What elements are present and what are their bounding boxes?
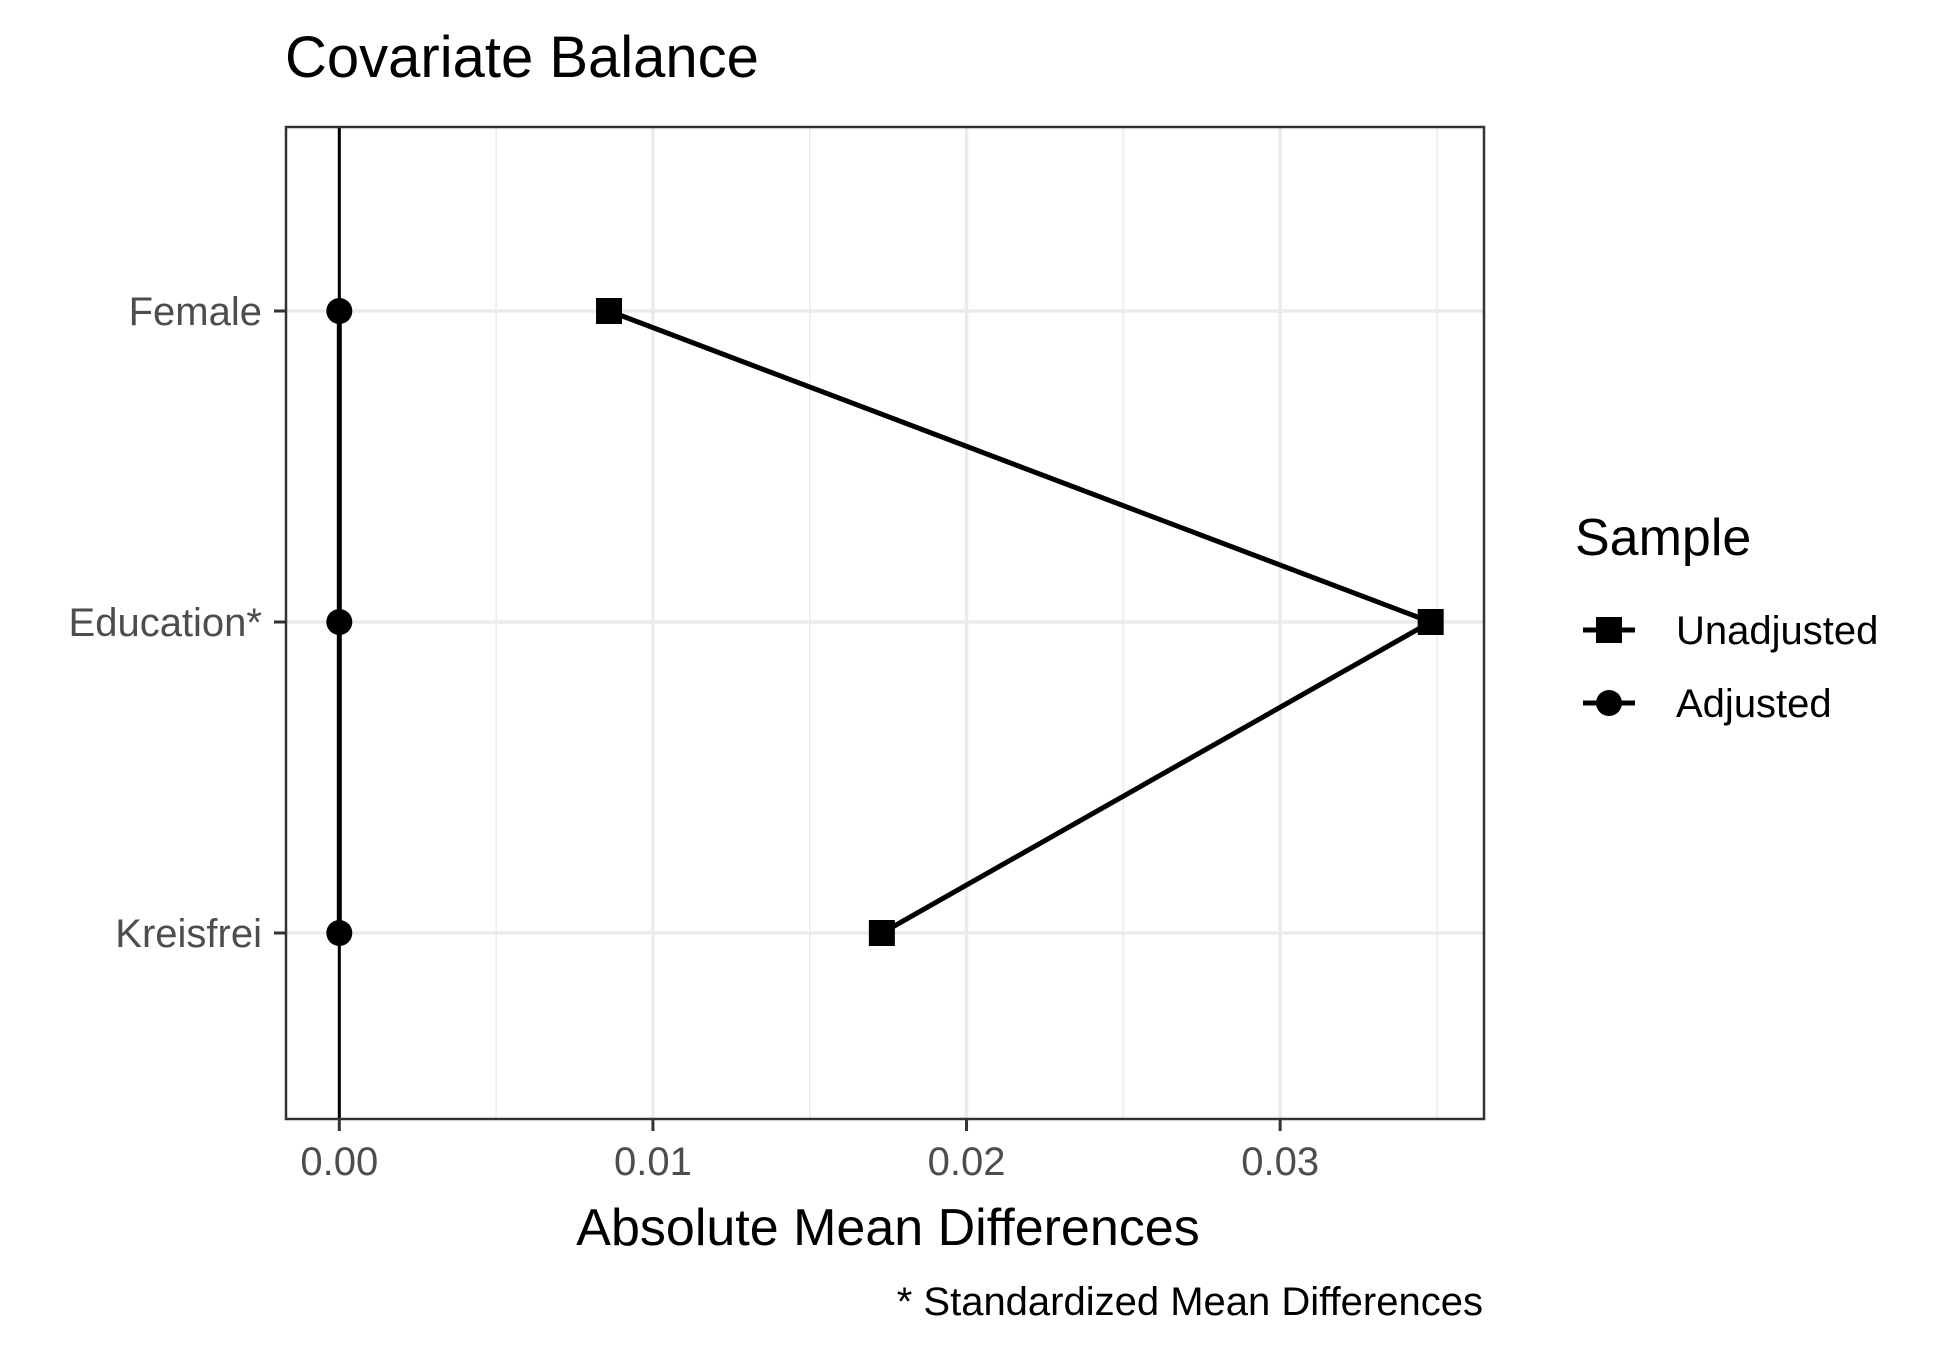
chart-caption: * Standardized Mean Differences	[897, 1280, 1483, 1324]
chart-title: Covariate Balance	[285, 25, 759, 90]
legend-key-circle	[1596, 690, 1622, 716]
point-adjusted-education	[326, 609, 353, 635]
point-unadjusted-education	[1417, 609, 1444, 635]
data-layer	[326, 127, 1444, 1119]
point-unadjusted-female	[596, 298, 623, 324]
point-adjusted-female	[326, 298, 353, 324]
x-axis-title: Absolute Mean Differences	[576, 1199, 1199, 1257]
legend-label-unadjusted: Unadjusted	[1676, 609, 1878, 653]
legend-key-square	[1596, 617, 1622, 643]
legend-item-unadjusted: Unadjusted	[1583, 609, 1878, 653]
x-tick-label-2: 0.02	[928, 1140, 1006, 1184]
grid-layer	[286, 127, 1484, 1119]
legend-items: Unadjusted Adjusted	[1583, 609, 1878, 726]
point-adjusted-kreisfrei	[326, 920, 353, 946]
legend-item-adjusted: Adjusted	[1583, 682, 1832, 726]
legend: Sample Unadjusted Adjusted	[1575, 509, 1878, 726]
axis-layer: Female Education* Kreisfrei 0.00 0.01 0.02 0.0…	[69, 125, 1486, 1184]
legend-title: Sample	[1575, 509, 1751, 567]
y-tick-label-2: Kreisfrei	[115, 912, 262, 956]
legend-label-adjusted: Adjusted	[1676, 682, 1832, 726]
y-tick-label-0: Female	[129, 290, 262, 334]
x-tick-label-1: 0.01	[614, 1140, 692, 1184]
y-tick-label-1: Education*	[69, 601, 262, 645]
x-tick-label-0: 0.00	[300, 1140, 378, 1184]
x-tick-label-3: 0.03	[1241, 1140, 1319, 1184]
point-unadjusted-kreisfrei	[868, 920, 895, 946]
